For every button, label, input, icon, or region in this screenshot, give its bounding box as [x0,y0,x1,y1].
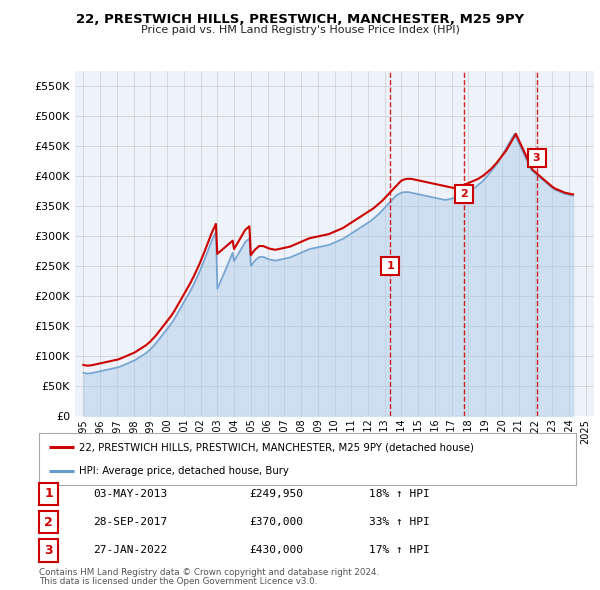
Text: 28-SEP-2017: 28-SEP-2017 [93,517,167,527]
Text: HPI: Average price, detached house, Bury: HPI: Average price, detached house, Bury [79,466,289,476]
Text: 33% ↑ HPI: 33% ↑ HPI [369,517,430,527]
Text: £370,000: £370,000 [249,517,303,527]
Text: 3: 3 [44,544,53,557]
Text: Price paid vs. HM Land Registry's House Price Index (HPI): Price paid vs. HM Land Registry's House … [140,25,460,35]
Text: 1: 1 [44,487,53,500]
Text: £249,950: £249,950 [249,489,303,499]
Text: Contains HM Land Registry data © Crown copyright and database right 2024.: Contains HM Land Registry data © Crown c… [39,568,379,577]
Text: 1: 1 [386,261,394,271]
Text: 03-MAY-2013: 03-MAY-2013 [93,489,167,499]
Text: 27-JAN-2022: 27-JAN-2022 [93,546,167,555]
Text: 22, PRESTWICH HILLS, PRESTWICH, MANCHESTER, M25 9PY: 22, PRESTWICH HILLS, PRESTWICH, MANCHEST… [76,13,524,26]
Text: 22, PRESTWICH HILLS, PRESTWICH, MANCHESTER, M25 9PY (detached house): 22, PRESTWICH HILLS, PRESTWICH, MANCHEST… [79,442,474,452]
Text: 3: 3 [533,153,541,163]
Text: 2: 2 [460,189,468,199]
Text: 2: 2 [44,516,53,529]
Text: This data is licensed under the Open Government Licence v3.0.: This data is licensed under the Open Gov… [39,578,317,586]
Text: 18% ↑ HPI: 18% ↑ HPI [369,489,430,499]
Text: 17% ↑ HPI: 17% ↑ HPI [369,546,430,555]
Text: £430,000: £430,000 [249,546,303,555]
